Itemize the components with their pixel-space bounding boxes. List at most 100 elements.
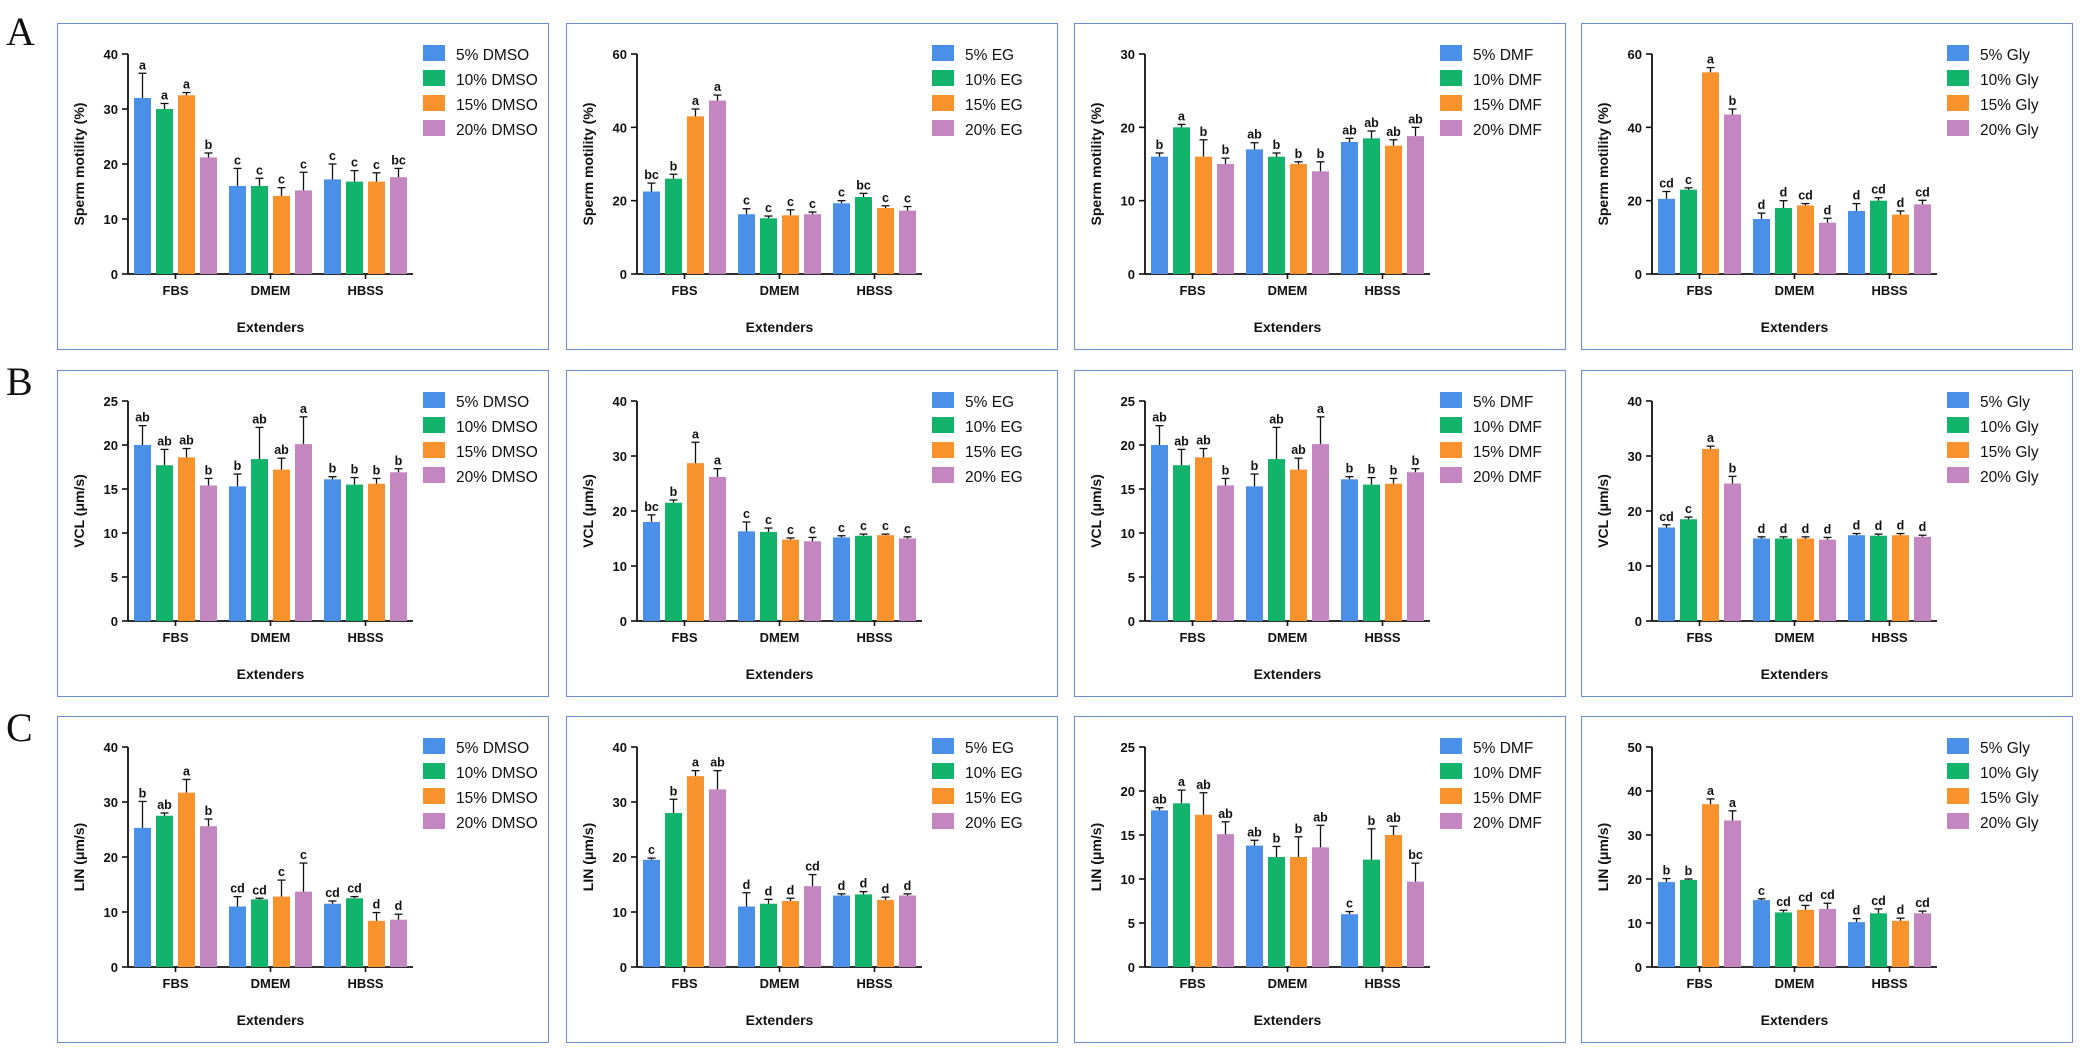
significance-letter: c [860, 519, 867, 533]
y-tick-label: 0 [620, 614, 627, 629]
legend-swatch [1440, 467, 1462, 483]
significance-letter: b [1295, 147, 1303, 161]
bar [1753, 900, 1770, 967]
significance-letter: a [1707, 53, 1715, 67]
bar [1217, 485, 1234, 621]
x-tick-label: DMEM [1775, 283, 1815, 298]
bar [1702, 804, 1719, 967]
bar [1385, 145, 1402, 274]
y-tick-label: 20 [1121, 438, 1135, 453]
bar [738, 531, 755, 621]
bar [1775, 912, 1792, 967]
legend-swatch [1947, 45, 1969, 61]
legend-label: 15% DMF [1473, 790, 1542, 807]
bar [1363, 484, 1380, 621]
significance-letter: bc [856, 178, 871, 192]
y-tick-label: 10 [1121, 194, 1135, 209]
x-tick-label: HBSS [1871, 283, 1907, 298]
significance-letter: ab [252, 412, 267, 426]
x-tick-label: DMEM [1268, 976, 1308, 991]
x-axis-label: Extenders [1761, 1012, 1829, 1028]
bar [134, 827, 151, 967]
x-tick-label: HBSS [1364, 630, 1400, 645]
x-axis-label: Extenders [1254, 666, 1322, 682]
significance-letter: d [1919, 520, 1927, 534]
significance-letter: ab [1196, 434, 1211, 448]
bar [251, 459, 268, 621]
y-tick-label: 0 [620, 960, 627, 975]
significance-letter: c [278, 173, 285, 187]
y-tick-label: 10 [1628, 559, 1642, 574]
bar [1819, 222, 1836, 274]
bar [1680, 519, 1697, 621]
legend-label: 15% EG [965, 97, 1023, 114]
bar [1173, 127, 1190, 274]
bar [295, 190, 312, 274]
legend-label: 10% DMF [1473, 419, 1542, 436]
significance-letter: c [1346, 897, 1353, 911]
y-axis-label: VCL (μm/s) [580, 474, 596, 548]
bar [273, 896, 290, 967]
x-tick-label: FBS [163, 976, 189, 991]
y-axis-label: LIN (μm/s) [1088, 823, 1104, 891]
bar [1246, 486, 1263, 621]
chart-svg: Sperm motility (%)0102030FBSbabbDMEMabbb… [1088, 45, 1542, 335]
chart-panel-b1: VCL (μm/s) 0 5 10 15 20 25 FBS ab ab ab b DMEM b ab ab a… [57, 370, 549, 697]
significance-letter: ab [135, 411, 150, 425]
bar [1680, 189, 1697, 274]
significance-letter: ab [1269, 412, 1284, 426]
significance-letter: ab [179, 434, 194, 448]
chart-panel-c3: LIN (μm/s) 0 5 10 15 20 25 FBS ab a ab ab DMEM ab b b ab… [1074, 716, 1566, 1043]
significance-letter: c [351, 156, 358, 170]
legend-label: 15% DMSO [456, 444, 538, 461]
significance-letter: c [743, 507, 750, 521]
chart-panel-b2: VCL (μm/s) 0 10 20 30 40 FBS bc b a a DMEM c c c c HBSS c… [566, 370, 1058, 697]
significance-letter: a [183, 78, 191, 92]
significance-letter: cd [1871, 894, 1886, 908]
legend-swatch [932, 120, 954, 136]
bar [855, 894, 872, 967]
significance-letter: bc [391, 153, 406, 167]
bar [877, 899, 894, 967]
significance-letter: b [351, 463, 359, 477]
significance-letter: b [670, 784, 678, 798]
bar [178, 792, 195, 967]
bar [1914, 913, 1931, 967]
significance-letter: d [373, 898, 381, 912]
significance-letter: b [1390, 463, 1398, 477]
y-tick-label: 40 [1628, 394, 1642, 409]
bar [178, 95, 195, 274]
y-tick-label: 60 [1628, 47, 1642, 62]
y-axis-label: Sperm motility (%) [580, 103, 596, 226]
bar [273, 195, 290, 274]
y-tick-label: 10 [1628, 916, 1642, 931]
significance-letter: c [904, 192, 911, 206]
y-tick-label: 30 [1628, 828, 1642, 843]
bar [134, 445, 151, 621]
significance-letter: cd [1798, 890, 1813, 904]
significance-letter: ab [1313, 810, 1328, 824]
y-axis-label: LIN (μm/s) [71, 823, 87, 891]
x-tick-label: DMEM [760, 630, 800, 645]
bar [1268, 156, 1285, 274]
bar [134, 98, 151, 274]
y-tick-label: 25 [1121, 394, 1135, 409]
bar [1797, 909, 1814, 967]
bar [1385, 483, 1402, 621]
bar [1797, 205, 1814, 274]
bar [346, 898, 363, 967]
legend-label: 5% DMF [1473, 394, 1533, 411]
y-tick-label: 20 [1628, 194, 1642, 209]
bar [229, 906, 246, 967]
legend-label: 10% EG [965, 419, 1023, 436]
significance-letter: b [1368, 463, 1376, 477]
x-tick-label: DMEM [251, 976, 291, 991]
bar [709, 789, 726, 967]
legend-label: 20% DMF [1473, 469, 1542, 486]
significance-letter: a [692, 94, 700, 108]
bar [877, 208, 894, 274]
legend-label: 10% DMF [1473, 72, 1542, 89]
x-tick-label: DMEM [251, 630, 291, 645]
